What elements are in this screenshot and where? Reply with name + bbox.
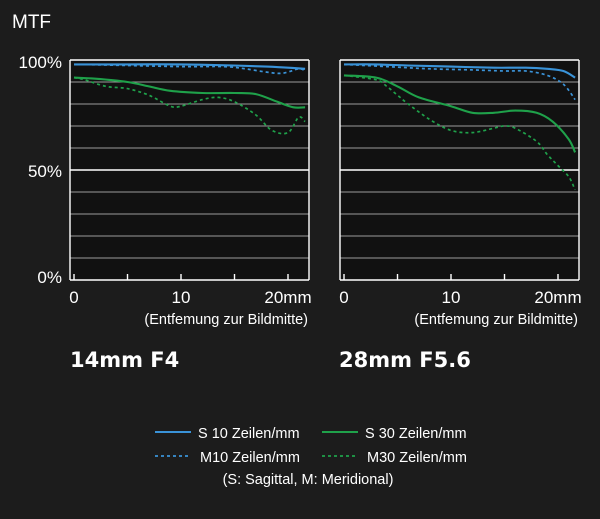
panel-14mm-x-tick-10: 10: [172, 288, 191, 307]
panel-28mm: [339, 59, 580, 281]
panel-28mm-series-s10: [343, 63, 576, 79]
panel-28mm-x-tick-20: 20mm: [534, 288, 581, 307]
y-tick-label-0: 0%: [37, 268, 62, 287]
y-tick-label-100: 100%: [19, 53, 62, 72]
panel-28mm-x-tick-0: 0: [339, 288, 348, 307]
panel-14mm: [69, 59, 310, 281]
panel-28mm-series-m30: [343, 74, 576, 191]
panel-14mm-lens-title: 14mm F4: [70, 348, 179, 372]
legend-label-s10: S 10 Zeilen/mm: [198, 426, 300, 442]
panel-14mm-series-m30: [73, 76, 306, 135]
y-tick-label-50: 50%: [28, 162, 62, 181]
legend-label-m10: M10 Zeilen/mm: [200, 450, 300, 466]
panel-14mm-x-tick-20: 20mm: [264, 288, 311, 307]
panel-14mm-x-axis-label: (Entfemung zur Bildmitte): [144, 312, 308, 328]
panel-14mm-series-s30: [73, 76, 306, 109]
panel-28mm-x-tick-10: 10: [442, 288, 461, 307]
legend-label-m30: M30 Zeilen/mm: [367, 450, 467, 466]
panel-28mm-series-s30: [343, 74, 577, 153]
panel-28mm-x-axis-label: (Entfemung zur Bildmitte): [414, 312, 578, 328]
legend-note: (S: Sagittal, M: Meridional): [223, 472, 394, 488]
panel-14mm-x-tick-0: 0: [69, 288, 78, 307]
panel-14mm-series-s10: [74, 63, 306, 70]
legend: S 10 Zeilen/mm S 30 Zeilen/mm M10 Zeilen…: [155, 426, 467, 488]
y-axis-title: MTF: [12, 12, 51, 33]
panel-28mm-series-m10: [343, 63, 576, 101]
panel-28mm-lens-title: 28mm F5.6: [339, 348, 471, 372]
legend-label-s30: S 30 Zeilen/mm: [365, 426, 467, 442]
